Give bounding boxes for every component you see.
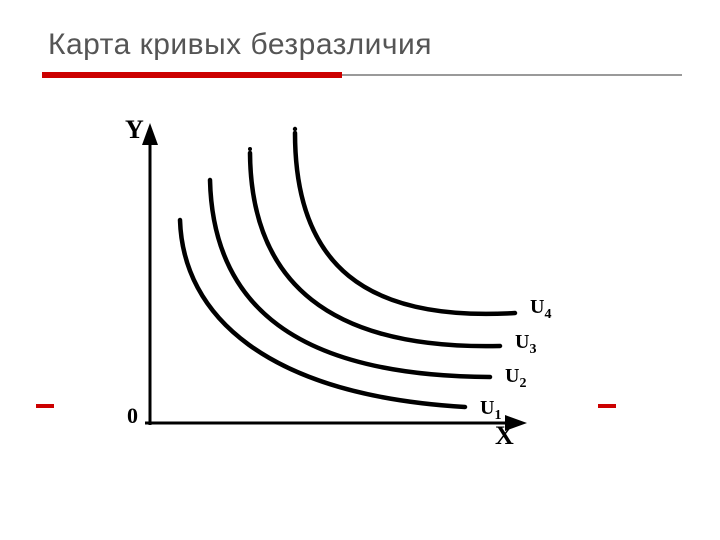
- footer-accent-left: [36, 404, 54, 408]
- curve-label-u2-main: U: [505, 365, 519, 387]
- curve-u3: [250, 153, 500, 346]
- x-axis-label: X: [495, 421, 514, 451]
- title-underline-red: [42, 72, 342, 78]
- y-axis-label: Y: [125, 115, 144, 145]
- curve-label-u2-sub: 2: [519, 376, 526, 391]
- indifference-curves-diagram: Y X 0 U1 U2 U3 U4: [85, 105, 605, 465]
- curve-label-u1: U1: [480, 397, 501, 424]
- diagram-svg: [85, 105, 605, 465]
- curve-u4: [295, 133, 515, 314]
- curve-label-u3-main: U: [515, 331, 529, 353]
- curve-label-u2: U2: [505, 365, 526, 392]
- curve-label-u4-main: U: [530, 296, 544, 318]
- origin-label: 0: [127, 403, 138, 429]
- curve-label-u3-sub: 3: [529, 342, 536, 357]
- y-axis-arrow: [142, 123, 158, 145]
- footer-accent-right: [598, 404, 616, 408]
- title-underline-gray: [342, 74, 682, 76]
- dot-artifact: [248, 147, 252, 151]
- curve-label-u3: U3: [515, 331, 536, 358]
- page-title: Карта кривых безразличия: [48, 28, 432, 62]
- curve-label-u1-sub: 1: [494, 408, 501, 423]
- dot-artifact: [293, 127, 297, 131]
- curve-label-u4-sub: 4: [544, 307, 551, 322]
- curve-label-u1-main: U: [480, 397, 494, 419]
- curve-label-u4: U4: [530, 296, 551, 323]
